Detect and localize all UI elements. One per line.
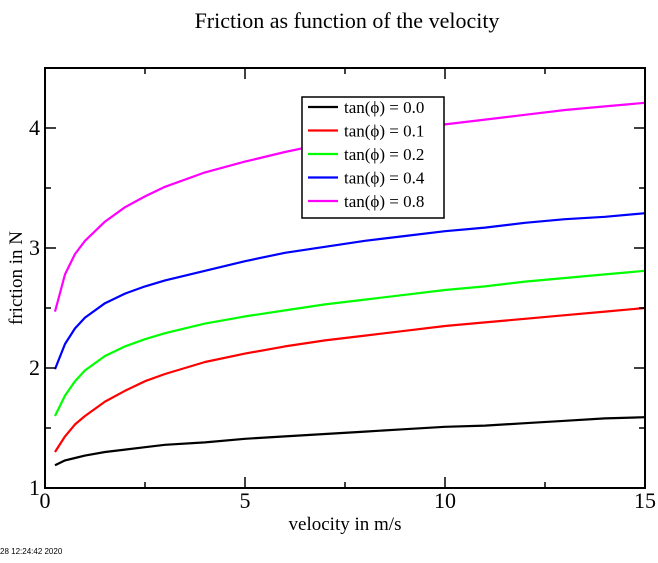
axis-ticks [44, 68, 646, 489]
legend-label-3: tan(ϕ) = 0.4 [344, 169, 425, 188]
legend-label-4: tan(ϕ) = 0.8 [344, 192, 424, 211]
x-tick-label-2: 10 [434, 488, 456, 513]
plot-lines [53, 101, 646, 467]
y-tick-label-3: 4 [29, 115, 40, 140]
series-line-4 [53, 101, 646, 312]
x-axis-label: velocity in m/s [289, 514, 402, 535]
x-tick-label-1: 5 [240, 488, 251, 513]
legend-label-1: tan(ϕ) = 0.1 [344, 122, 424, 141]
legend: tan(ϕ) = 0.0 tan(ϕ) = 0.1 tan(ϕ) = 0.2 tan(… [301, 96, 445, 219]
y-tick-label-0: 1 [29, 475, 40, 500]
legend-label-0: tan(ϕ) = 0.0 [344, 98, 424, 117]
series-line-1 [54, 306, 646, 453]
legend-items: tan(ϕ) = 0.0 tan(ϕ) = 0.1 tan(ϕ) = 0.2 tan(… [308, 98, 425, 211]
chart-title: Friction as function of the velocity [195, 8, 500, 33]
series-line-2 [54, 269, 646, 417]
legend-label-2: tan(ϕ) = 0.2 [344, 145, 424, 164]
series-line-3 [53, 212, 646, 370]
series-line-0 [54, 416, 646, 467]
y-axis-label: friction in N [6, 231, 27, 325]
axis-tick-labels: 0 5 10 15 1 2 3 4 [29, 115, 656, 513]
legend-box [301, 96, 445, 219]
x-tick-label-0: 0 [40, 488, 51, 513]
timestamp-footer: 28 12:24:42 2020 [0, 547, 63, 556]
y-tick-label-1: 2 [29, 355, 40, 380]
x-tick-label-3: 15 [634, 488, 656, 513]
y-tick-label-2: 3 [29, 235, 40, 260]
